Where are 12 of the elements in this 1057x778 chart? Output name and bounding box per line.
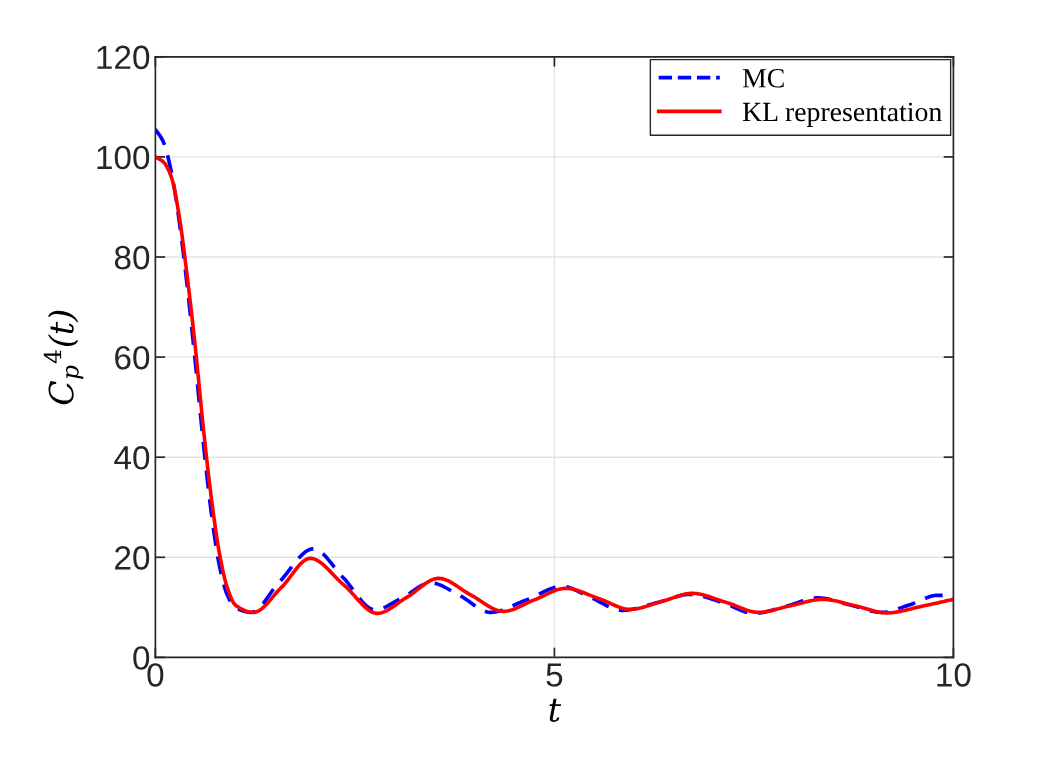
y-tick-label: 60 <box>115 345 150 370</box>
x-tick-label: 10 <box>937 663 971 687</box>
y-tick-label: 100 <box>97 145 150 170</box>
x-tick-label: 5 <box>546 663 563 687</box>
legend-label: MC <box>742 68 784 88</box>
y-tick-label: 120 <box>97 45 150 70</box>
x-axis-title: t <box>549 698 562 722</box>
y-tick-label: 20 <box>115 546 150 570</box>
y-tick-label: 80 <box>114 245 150 270</box>
y-axis-title: C$_{p}$$^{4}$(t) <box>43 310 84 405</box>
y-tick-label: 40 <box>114 446 150 470</box>
legend-label: KL representation <box>742 102 942 127</box>
